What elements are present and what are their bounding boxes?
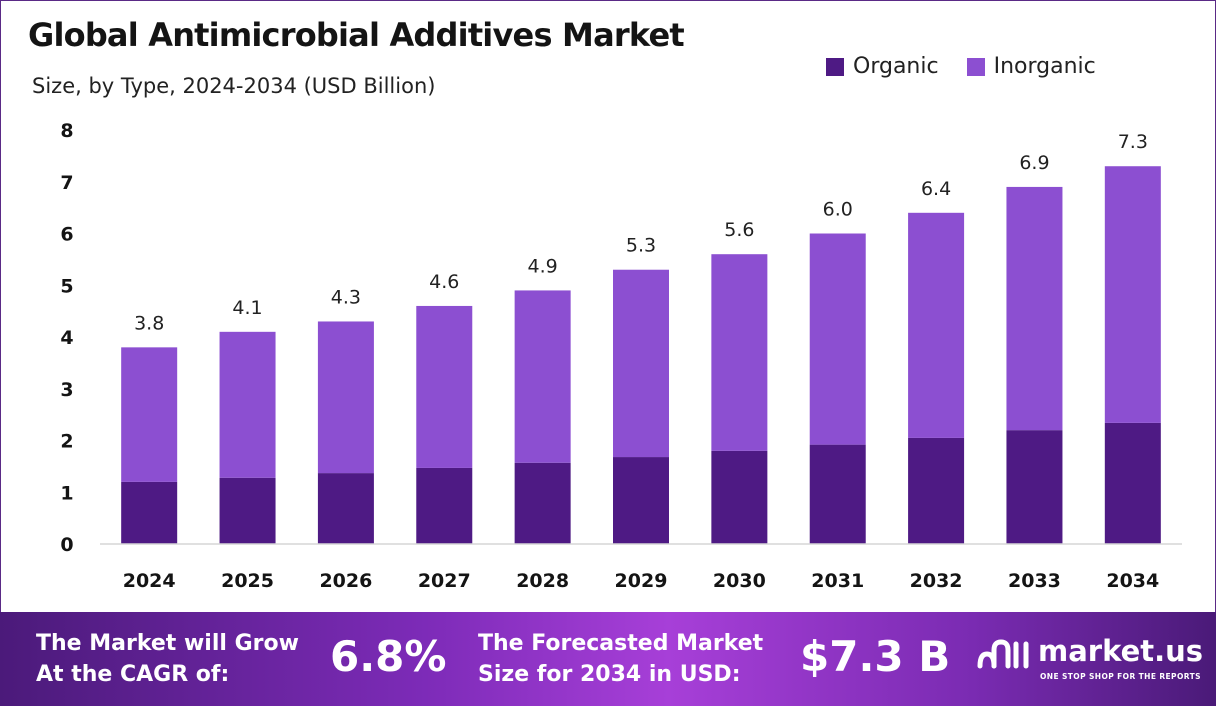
bar-organic-2029	[613, 457, 669, 544]
chart-subtitle: Size, by Type, 2024-2034 (USD Billion)	[32, 74, 436, 98]
bar-organic-2034	[1104, 422, 1161, 544]
bar-organic-2024	[121, 481, 178, 544]
legend-label-inorganic: Inorganic	[993, 54, 1096, 79]
bar-organic-2028	[514, 462, 571, 544]
legend-label-organic: Organic	[853, 54, 939, 79]
cagr-value: 6.8%	[330, 632, 447, 681]
x-tick-label: 2034	[1106, 570, 1159, 592]
data-label-total: 5.3	[626, 235, 656, 257]
bar-organic-2032	[908, 437, 965, 544]
bar-organic-2027	[416, 467, 473, 544]
legend-item-organic: Organic	[826, 54, 939, 79]
x-tick-label: 2028	[516, 570, 569, 592]
x-tick-label: 2027	[418, 570, 471, 592]
y-tick-label: 6	[60, 224, 73, 246]
bar-chart: 0 1 2 3 4 5 6 7 8 3.8 2024 4.1 2025 4.3 2026 4.6 2027 4.9…	[60, 120, 1182, 592]
summary-banner: The Market will Grow At the CAGR of: 6.8…	[0, 612, 1216, 706]
bar-organic-2033	[1006, 430, 1063, 544]
bar-inorganic-2029	[613, 269, 669, 458]
data-label-total: 4.6	[429, 271, 459, 293]
bar-inorganic-2031	[809, 233, 866, 445]
y-tick-label: 3	[60, 379, 73, 401]
bar-inorganic-2034	[1104, 166, 1161, 423]
brand-name: market.us	[1038, 634, 1204, 668]
brand-logo: market.us ONE STOP SHOP FOR THE REPORTS	[976, 634, 1206, 690]
data-label-total: 3.8	[134, 312, 164, 334]
legend-item-inorganic: Inorganic	[966, 54, 1096, 79]
data-label-total: 6.9	[1019, 152, 1049, 174]
y-tick-label: 1	[60, 482, 73, 504]
y-tick-label: 5	[60, 275, 73, 297]
forecast-value: $7.3 B	[800, 632, 951, 681]
data-label-total: 6.4	[921, 178, 951, 200]
x-tick-label: 2029	[615, 570, 668, 592]
market-us-logo-icon	[977, 639, 1029, 669]
cagr-label-line1: The Market will Grow	[36, 631, 299, 656]
bar-inorganic-2032	[908, 212, 965, 438]
bar-inorganic-2027	[416, 305, 473, 468]
cagr-label: The Market will Grow At the CAGR of:	[36, 628, 299, 690]
y-tick-label: 2	[60, 431, 73, 453]
brand-tagline: ONE STOP SHOP FOR THE REPORTS	[1040, 672, 1201, 681]
bar-organic-2031	[809, 444, 866, 544]
y-tick-label: 4	[60, 327, 73, 349]
bar-organic-2026	[317, 473, 374, 544]
x-tick-label: 2032	[910, 570, 963, 592]
x-tick-label: 2030	[713, 570, 766, 592]
bar-inorganic-2033	[1006, 186, 1063, 431]
bar-inorganic-2028	[514, 290, 571, 463]
forecast-label-line2: Size for 2034 in USD:	[478, 662, 741, 687]
forecast-label-line1: The Forecasted Market	[478, 631, 764, 656]
legend-swatch-inorganic	[966, 57, 985, 76]
y-tick-label: 0	[60, 534, 73, 556]
x-tick-label: 2031	[811, 570, 864, 592]
x-tick-label: 2033	[1008, 570, 1061, 592]
data-label-total: 4.3	[331, 286, 361, 308]
data-label-total: 4.1	[232, 297, 262, 319]
bar-organic-2025	[219, 477, 276, 544]
legend-swatch-organic	[826, 57, 844, 76]
bar-inorganic-2026	[317, 321, 374, 474]
forecast-label: The Forecasted Market Size for 2034 in U…	[478, 628, 763, 690]
chart-title: Global Antimicrobial Additives Market	[28, 16, 685, 54]
bar-organic-2030	[711, 450, 768, 544]
x-tick-label: 2024	[123, 570, 176, 592]
legend: Organic Inorganic	[826, 54, 1096, 79]
data-label-total: 4.9	[528, 255, 558, 277]
cagr-label-line2: At the CAGR of:	[36, 662, 230, 687]
x-tick-label: 2025	[221, 570, 274, 592]
data-label-total: 5.6	[724, 219, 754, 241]
bar-inorganic-2030	[711, 254, 768, 451]
data-label-total: 6.0	[823, 199, 853, 221]
bar-inorganic-2024	[121, 347, 178, 482]
y-tick-label: 7	[60, 172, 73, 194]
x-tick-label: 2026	[319, 570, 372, 592]
bar-inorganic-2025	[219, 331, 276, 478]
data-label-total: 7.3	[1118, 131, 1148, 153]
y-tick-label: 8	[60, 120, 73, 142]
